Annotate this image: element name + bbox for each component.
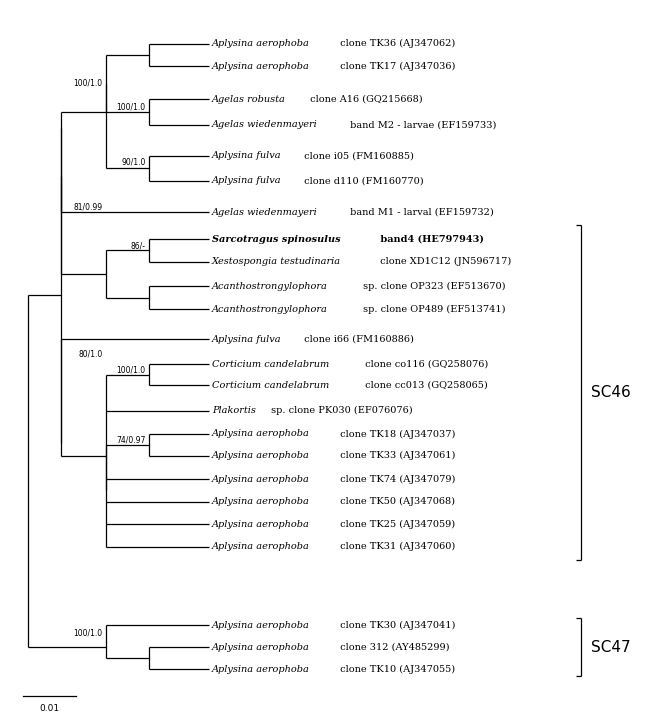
- Text: clone TK31 (AJ347060): clone TK31 (AJ347060): [337, 542, 456, 551]
- Text: clone TK74 (AJ347079): clone TK74 (AJ347079): [337, 475, 456, 484]
- Text: 86/-: 86/-: [131, 242, 145, 251]
- Text: clone TK17 (AJ347036): clone TK17 (AJ347036): [337, 62, 456, 71]
- Text: Acanthostrongylophora: Acanthostrongylophora: [212, 305, 328, 313]
- Text: sp. clone PK030 (EF076076): sp. clone PK030 (EF076076): [268, 406, 413, 415]
- Text: SC46: SC46: [591, 385, 630, 400]
- Text: clone TK36 (AJ347062): clone TK36 (AJ347062): [337, 39, 456, 48]
- Text: Aplysina aerophoba: Aplysina aerophoba: [212, 429, 310, 439]
- Text: Aplysina aerophoba: Aplysina aerophoba: [212, 520, 310, 529]
- Text: clone i66 (FM160886): clone i66 (FM160886): [302, 335, 414, 344]
- Text: clone A16 (GQ215668): clone A16 (GQ215668): [307, 95, 422, 104]
- Text: Aplysina aerophoba: Aplysina aerophoba: [212, 621, 310, 630]
- Text: Aplysina fulva: Aplysina fulva: [212, 151, 281, 161]
- Text: Aplysina aerophoba: Aplysina aerophoba: [212, 665, 310, 673]
- Text: Aplysina aerophoba: Aplysina aerophoba: [212, 39, 310, 48]
- Text: Aplysina fulva: Aplysina fulva: [212, 335, 281, 344]
- Text: Xestospongia testudinaria: Xestospongia testudinaria: [212, 257, 341, 266]
- Text: band M2 - larvae (EF159733): band M2 - larvae (EF159733): [348, 120, 496, 129]
- Text: Aplysina aerophoba: Aplysina aerophoba: [212, 62, 310, 71]
- Text: 100/1.0: 100/1.0: [73, 79, 103, 87]
- Text: Aplysina fulva: Aplysina fulva: [212, 176, 281, 185]
- Text: Agelas wiedenmayeri: Agelas wiedenmayeri: [212, 120, 318, 129]
- Text: clone TK50 (AJ347068): clone TK50 (AJ347068): [337, 497, 456, 506]
- Text: clone 312 (AY485299): clone 312 (AY485299): [337, 642, 450, 652]
- Text: Sarcotragus spinosulus: Sarcotragus spinosulus: [212, 234, 341, 244]
- Text: Aplysina aerophoba: Aplysina aerophoba: [212, 543, 310, 551]
- Text: Corticium candelabrum: Corticium candelabrum: [212, 360, 330, 369]
- Text: Aplysina aerophoba: Aplysina aerophoba: [212, 498, 310, 506]
- Text: clone TK10 (AJ347055): clone TK10 (AJ347055): [337, 665, 456, 673]
- Text: clone d110 (FM160770): clone d110 (FM160770): [302, 176, 424, 185]
- Text: 80/1.0: 80/1.0: [78, 350, 103, 358]
- Text: sp. clone OP323 (EF513670): sp. clone OP323 (EF513670): [360, 282, 506, 291]
- Text: 0.01: 0.01: [40, 704, 60, 713]
- Text: clone TK25 (AJ347059): clone TK25 (AJ347059): [337, 520, 456, 529]
- Text: 100/1.0: 100/1.0: [117, 103, 145, 112]
- Text: clone cc013 (GQ258065): clone cc013 (GQ258065): [362, 381, 488, 390]
- Text: 100/1.0: 100/1.0: [73, 629, 103, 637]
- Text: SC47: SC47: [591, 640, 630, 655]
- Text: clone co116 (GQ258076): clone co116 (GQ258076): [362, 360, 488, 369]
- Text: clone i05 (FM160885): clone i05 (FM160885): [302, 151, 414, 161]
- Text: Acanthostrongylophora: Acanthostrongylophora: [212, 282, 328, 291]
- Text: 100/1.0: 100/1.0: [117, 365, 145, 374]
- Text: Plakortis: Plakortis: [212, 407, 256, 415]
- Text: band4 (HE797943): band4 (HE797943): [377, 234, 484, 244]
- Text: 90/1.0: 90/1.0: [121, 158, 145, 167]
- Text: 74/0.97: 74/0.97: [117, 435, 145, 444]
- Text: Aplysina aerophoba: Aplysina aerophoba: [212, 452, 310, 460]
- Text: clone TK30 (AJ347041): clone TK30 (AJ347041): [337, 621, 456, 630]
- Text: clone TK18 (AJ347037): clone TK18 (AJ347037): [337, 429, 456, 439]
- Text: Agelas wiedenmayeri: Agelas wiedenmayeri: [212, 208, 318, 217]
- Text: Corticium candelabrum: Corticium candelabrum: [212, 381, 330, 390]
- Text: Agelas robusta: Agelas robusta: [212, 95, 286, 104]
- Text: Aplysina aerophoba: Aplysina aerophoba: [212, 475, 310, 484]
- Text: Aplysina aerophoba: Aplysina aerophoba: [212, 642, 310, 652]
- Text: 81/0.99: 81/0.99: [73, 203, 103, 212]
- Text: clone TK33 (AJ347061): clone TK33 (AJ347061): [337, 451, 456, 460]
- Text: sp. clone OP489 (EF513741): sp. clone OP489 (EF513741): [360, 305, 506, 313]
- Text: band M1 - larval (EF159732): band M1 - larval (EF159732): [348, 208, 494, 217]
- Text: clone XD1C12 (JN596717): clone XD1C12 (JN596717): [377, 257, 512, 266]
